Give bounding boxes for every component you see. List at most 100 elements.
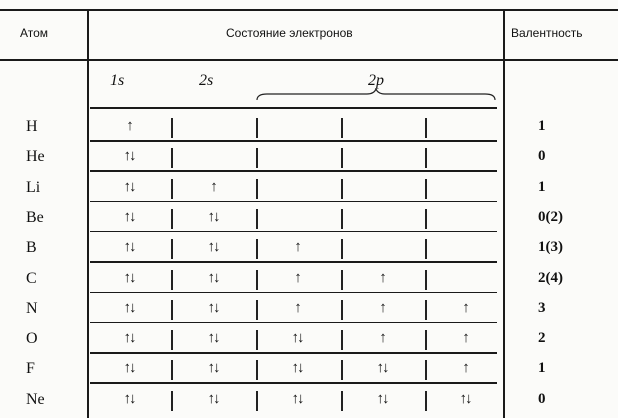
- cell-divider: [341, 118, 343, 138]
- electron-cell: ↑↓: [459, 390, 473, 407]
- electron-cell: ↑: [210, 178, 218, 195]
- electron-cell: ↑↓: [123, 390, 137, 407]
- row-rule: [90, 291, 497, 293]
- orbital-2p-brace: [256, 88, 496, 101]
- atom-symbol: Li: [26, 178, 41, 196]
- cell-divider: [256, 208, 258, 229]
- valence-value: 1: [538, 178, 546, 195]
- header-rule: [0, 59, 618, 61]
- valence-value: 0(2): [538, 208, 563, 225]
- electron-cell: ↑↓: [123, 360, 137, 377]
- cell-divider: [256, 360, 258, 381]
- cell-divider: [341, 178, 343, 199]
- electron-cell: ↑↓: [123, 148, 137, 165]
- valence-value: 1: [538, 360, 546, 377]
- header-electron-state: Состояние электронов: [226, 26, 353, 40]
- electron-cell: ↑↓: [207, 208, 221, 225]
- cell-divider: [171, 208, 173, 229]
- cell-divider: [341, 390, 343, 411]
- top-rule: [0, 9, 618, 11]
- header-atom: Атом: [20, 26, 49, 40]
- atom-symbol: Ne: [26, 390, 45, 408]
- electron-cell: ↑↓: [207, 299, 221, 316]
- electron-cell: ↑: [379, 269, 387, 286]
- valence-value: 1: [538, 118, 546, 134]
- cell-divider: [256, 178, 258, 199]
- orbital-1s: 1s: [110, 72, 125, 89]
- cell-divider: [425, 148, 427, 169]
- electron-cell: ↑: [294, 299, 302, 316]
- atom-symbol: C: [26, 269, 37, 287]
- electron-cell: ↑↓: [291, 360, 305, 377]
- atom-symbol: Be: [26, 208, 44, 226]
- electron-cell: ↑: [294, 269, 302, 286]
- electron-cell: ↑↓: [376, 390, 390, 407]
- electron-cell: ↑↓: [291, 390, 305, 407]
- valence-value: 1(3): [538, 239, 563, 256]
- valence-value: 2: [538, 330, 546, 347]
- row-rule: [90, 261, 497, 263]
- electron-cell: ↑: [462, 299, 470, 316]
- valence-column-divider: [503, 11, 505, 418]
- header-valence: Валентность: [511, 26, 583, 40]
- cell-divider: [256, 269, 258, 290]
- row-rule: [90, 200, 497, 203]
- cell-divider: [425, 118, 427, 138]
- electron-cell: ↑↓: [123, 178, 137, 195]
- cell-divider: [425, 239, 427, 260]
- cell-divider: [256, 390, 258, 411]
- cell-divider: [425, 208, 427, 229]
- valence-value: 0: [538, 148, 546, 165]
- atom-symbol: O: [26, 330, 38, 348]
- atom-symbol: He: [26, 148, 45, 166]
- cell-divider: [256, 148, 258, 169]
- cell-divider: [171, 148, 173, 169]
- electron-cell: ↑: [126, 118, 134, 134]
- cell-divider: [171, 330, 173, 351]
- cell-divider: [341, 239, 343, 260]
- cell-divider: [425, 299, 427, 320]
- row-rule: [90, 352, 497, 354]
- row-rule: [90, 321, 497, 324]
- cell-divider: [341, 269, 343, 290]
- cell-divider: [171, 118, 173, 138]
- atom-symbol: F: [26, 360, 35, 378]
- electron-cell: ↑: [379, 299, 387, 316]
- cell-divider: [171, 178, 173, 199]
- electron-cell: ↑↓: [123, 269, 137, 286]
- electron-cell: ↑↓: [207, 239, 221, 256]
- cell-divider: [171, 360, 173, 381]
- electron-cell: ↑: [462, 360, 470, 377]
- cell-divider: [256, 118, 258, 138]
- row-rule: [90, 230, 497, 233]
- atom-symbol: B: [26, 239, 37, 257]
- valence-value: 2(4): [538, 269, 563, 286]
- cell-divider: [341, 148, 343, 169]
- cell-divider: [256, 299, 258, 320]
- electron-cell: ↑↓: [291, 330, 305, 347]
- orbital-rule: [90, 107, 497, 109]
- cell-divider: [425, 330, 427, 351]
- cell-divider: [341, 330, 343, 351]
- cell-divider: [425, 390, 427, 411]
- orbital-2s: 2s: [199, 72, 214, 89]
- cell-divider: [171, 299, 173, 320]
- cell-divider: [341, 360, 343, 381]
- row-rule: [90, 382, 497, 384]
- cell-divider: [341, 208, 343, 229]
- electron-cell: ↑: [379, 330, 387, 347]
- electron-cell: ↑↓: [207, 390, 221, 407]
- cell-divider: [256, 239, 258, 260]
- electron-cell: ↑↓: [123, 299, 137, 316]
- atom-symbol: N: [26, 299, 38, 317]
- cell-divider: [171, 269, 173, 290]
- cell-divider: [171, 390, 173, 411]
- electron-cell: ↑↓: [207, 360, 221, 377]
- electron-cell: ↑: [294, 239, 302, 256]
- cell-divider: [425, 360, 427, 381]
- atom-column-divider: [87, 11, 89, 418]
- orbital-2p: 2p: [368, 72, 384, 89]
- valence-value: 3: [538, 299, 546, 316]
- electron-cell: ↑↓: [123, 330, 137, 347]
- cell-divider: [425, 269, 427, 290]
